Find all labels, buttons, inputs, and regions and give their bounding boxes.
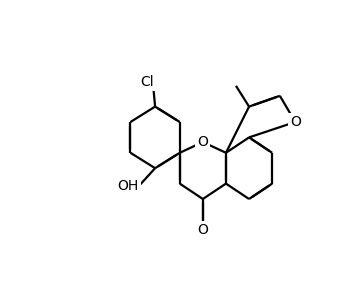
Text: O: O bbox=[197, 135, 208, 149]
Text: Cl: Cl bbox=[140, 75, 154, 89]
Text: O: O bbox=[197, 223, 208, 237]
Text: O: O bbox=[290, 115, 301, 129]
Text: OH: OH bbox=[118, 179, 139, 193]
